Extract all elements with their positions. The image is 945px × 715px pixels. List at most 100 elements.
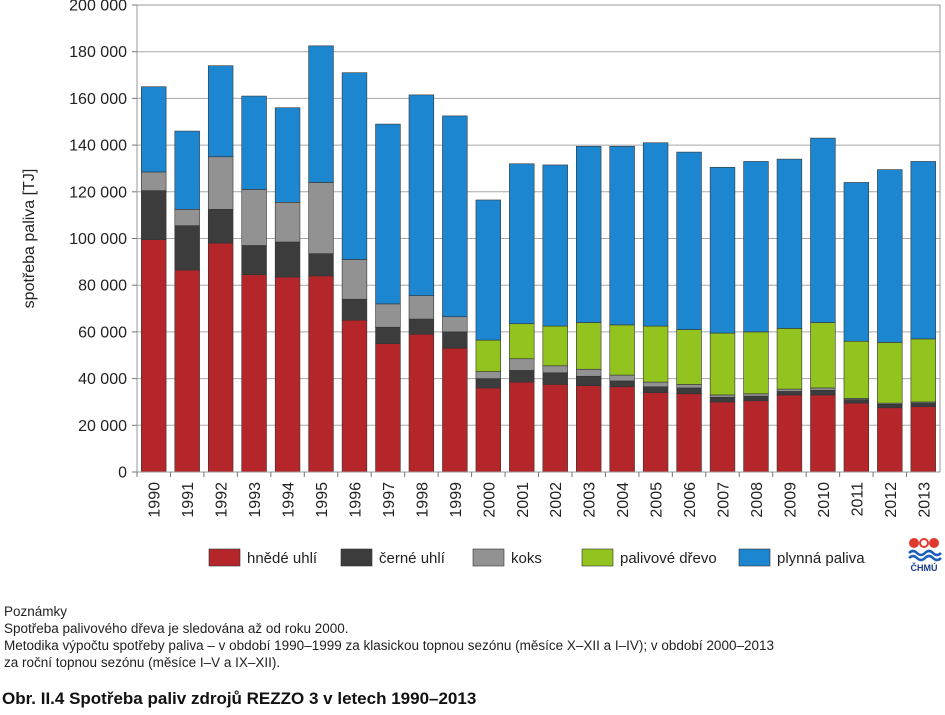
legend-item: koks xyxy=(472,548,542,567)
y-tick-labels: 0 20 000 40 000 60 000 80 000 100 000 120 000 1… xyxy=(69,0,127,482)
y-tick-label: 80 000 xyxy=(78,278,127,295)
bar-segment xyxy=(207,156,234,210)
bar-segment xyxy=(676,151,702,330)
bar-segment xyxy=(877,403,903,409)
chmu-logo-text: ČHMÚ xyxy=(910,563,938,573)
bar-segment xyxy=(375,303,401,328)
x-tick-label: 2009 xyxy=(782,482,799,518)
bar-segment xyxy=(308,253,334,277)
bar-segment xyxy=(910,406,936,473)
bar-segment xyxy=(509,381,535,473)
bar-segment xyxy=(776,158,803,329)
figure-caption: Obr. II.4 Spotřeba paliv zdrojů REZZO 3 … xyxy=(2,689,477,708)
bar-segment xyxy=(207,65,234,158)
notes-line-3: za roční topnou sezónu (měsíce I–V a IX–… xyxy=(4,655,281,670)
bar-segment xyxy=(408,94,435,297)
x-tick-label: 1995 xyxy=(314,482,331,518)
y-axis-label: spotřeba paliva [TJ] xyxy=(21,169,38,309)
x-tick-label: 2008 xyxy=(749,482,766,518)
bar-segment xyxy=(241,274,267,473)
bar-segment xyxy=(442,115,468,318)
bar-segment xyxy=(776,391,803,396)
y-tick-label: 180 000 xyxy=(69,44,127,61)
bar-segment xyxy=(776,394,803,473)
bars xyxy=(141,45,936,473)
bar-segment xyxy=(810,322,836,389)
bar-segment xyxy=(475,378,501,389)
bar-segment xyxy=(676,393,702,473)
legend-item: plynná paliva xyxy=(738,548,865,567)
x-tick-labels: 1990 1991 1992 1993 1994 1995 1996 1997 1998 1999… xyxy=(147,482,934,518)
bar-segment xyxy=(743,331,769,395)
bar-segment xyxy=(274,276,301,473)
x-tick-label: 2005 xyxy=(649,482,666,518)
bar-segment xyxy=(475,371,501,379)
notes-line-1: Spotřeba palivového dřeva je sledována a… xyxy=(4,621,349,636)
x-tick-label: 2013 xyxy=(916,482,933,518)
bar-segment xyxy=(676,384,702,389)
bar-segment xyxy=(308,182,334,254)
bar-segment xyxy=(207,242,234,473)
bar-segment xyxy=(542,325,568,367)
y-tick-label: 200 000 xyxy=(69,0,127,15)
bar-segment xyxy=(274,107,301,203)
bar-segment xyxy=(542,164,568,327)
legend-swatch xyxy=(738,548,771,567)
bar-segment xyxy=(141,171,167,191)
bar-segment xyxy=(375,326,401,344)
legend-label: koks xyxy=(511,550,542,567)
bar-segment xyxy=(576,322,602,370)
bar-segment xyxy=(576,375,602,386)
bar-segment xyxy=(642,381,669,388)
bar-segment xyxy=(442,347,468,473)
bar-segment xyxy=(542,365,568,374)
bar-segment xyxy=(241,95,267,190)
bar-segment xyxy=(810,394,836,473)
bar-segment xyxy=(509,323,535,360)
bar-segment xyxy=(709,332,736,396)
bar-segment xyxy=(776,328,803,390)
notes-line-2: Metodika výpočtu spotřeby paliva – v obd… xyxy=(4,638,775,653)
bar-segment xyxy=(475,387,501,473)
legend-label: plynná paliva xyxy=(777,550,865,567)
bar-segment xyxy=(709,166,736,334)
x-tick-label: 2006 xyxy=(682,482,699,518)
chmu-logo-icon xyxy=(908,538,942,562)
legend-label: hnědé uhlí xyxy=(247,550,318,567)
bar-segment xyxy=(676,329,702,385)
x-tick-label: 2002 xyxy=(548,482,565,518)
y-tick-label: 40 000 xyxy=(78,371,127,388)
bar-segment xyxy=(576,368,602,377)
bar-segment xyxy=(542,384,568,473)
y-tick-label: 0 xyxy=(118,465,127,482)
bar-segment xyxy=(743,400,769,473)
legend-item: palivové dřevo xyxy=(581,548,717,567)
bar-segment xyxy=(676,387,702,395)
legend-label: palivové dřevo xyxy=(620,550,717,567)
x-tick-label: 1991 xyxy=(180,482,197,518)
legend-swatch xyxy=(581,548,614,567)
bar-segment xyxy=(241,245,267,275)
bar-segment xyxy=(442,316,468,333)
y-tick-label: 160 000 xyxy=(69,91,127,108)
bar-segment xyxy=(341,298,368,321)
bar-segment xyxy=(709,394,736,398)
legend-swatch xyxy=(472,548,505,567)
bar-segment xyxy=(642,325,669,383)
bar-segment xyxy=(810,389,836,396)
bar-segment xyxy=(375,343,401,473)
axes xyxy=(132,4,941,477)
bar-segment xyxy=(910,161,936,340)
stacked-bar-chart: 0 20 000 40 000 60 000 80 000 100 000 120 000 1… xyxy=(21,0,941,567)
bar-segment xyxy=(408,333,435,473)
x-tick-label: 2001 xyxy=(515,482,532,518)
x-tick-label: 1990 xyxy=(147,482,164,518)
bar-segment xyxy=(174,225,200,271)
x-tick-label: 2007 xyxy=(716,482,733,518)
bar-segment xyxy=(509,370,535,383)
legend-swatch xyxy=(208,548,241,567)
bar-segment xyxy=(141,86,167,173)
bar-segment xyxy=(341,259,368,300)
bar-segment xyxy=(174,130,200,210)
notes: Poznámky Spotřeba palivového dřeva je sl… xyxy=(4,603,774,671)
